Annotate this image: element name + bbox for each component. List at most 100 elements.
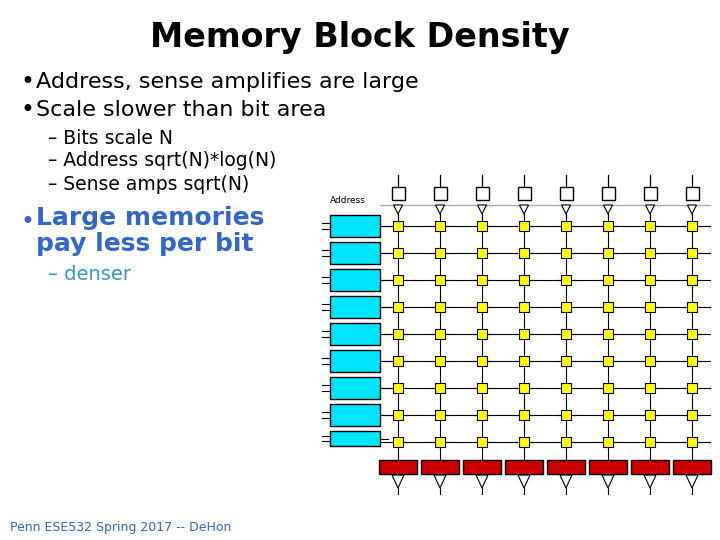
Bar bbox=[645, 248, 655, 258]
Bar bbox=[603, 221, 613, 231]
Bar bbox=[393, 383, 403, 393]
Bar bbox=[435, 437, 445, 447]
Bar bbox=[559, 187, 572, 200]
Bar bbox=[435, 302, 445, 312]
Polygon shape bbox=[688, 205, 696, 214]
Bar bbox=[435, 275, 445, 285]
Bar bbox=[477, 248, 487, 258]
Bar bbox=[685, 187, 698, 200]
Bar bbox=[645, 221, 655, 231]
Bar bbox=[475, 187, 488, 200]
Bar bbox=[477, 302, 487, 312]
Bar bbox=[603, 248, 613, 258]
Bar bbox=[603, 275, 613, 285]
Bar bbox=[645, 383, 655, 393]
Bar bbox=[421, 460, 459, 474]
Bar bbox=[435, 329, 445, 339]
Bar bbox=[645, 302, 655, 312]
Bar bbox=[687, 248, 697, 258]
Bar bbox=[393, 221, 403, 231]
Polygon shape bbox=[520, 205, 528, 214]
Bar bbox=[477, 410, 487, 420]
Bar bbox=[519, 221, 529, 231]
Text: Sense: Sense bbox=[427, 462, 453, 471]
Bar bbox=[687, 275, 697, 285]
Bar bbox=[477, 275, 487, 285]
Bar bbox=[519, 410, 529, 420]
Bar bbox=[433, 187, 446, 200]
Bar bbox=[561, 356, 571, 366]
Bar bbox=[603, 329, 613, 339]
Bar bbox=[645, 437, 655, 447]
Text: Sense: Sense bbox=[637, 462, 663, 471]
Bar bbox=[687, 356, 697, 366]
Bar bbox=[505, 460, 543, 474]
Polygon shape bbox=[562, 205, 570, 214]
Text: – Address sqrt(N)*log(N): – Address sqrt(N)*log(N) bbox=[48, 152, 276, 171]
Bar bbox=[393, 437, 403, 447]
Bar bbox=[547, 460, 585, 474]
Bar bbox=[463, 460, 501, 474]
Text: Sense: Sense bbox=[553, 462, 579, 471]
Bar bbox=[477, 221, 487, 231]
Text: – denser: – denser bbox=[48, 266, 131, 285]
Polygon shape bbox=[603, 205, 613, 214]
Text: pay less per bit: pay less per bit bbox=[36, 232, 253, 256]
Text: – Sense amps sqrt(N): – Sense amps sqrt(N) bbox=[48, 174, 249, 193]
Bar bbox=[330, 350, 380, 372]
Polygon shape bbox=[477, 205, 487, 214]
Bar bbox=[645, 356, 655, 366]
Bar bbox=[393, 356, 403, 366]
Bar bbox=[330, 296, 380, 318]
Bar bbox=[589, 460, 627, 474]
Bar bbox=[477, 437, 487, 447]
Text: Sense: Sense bbox=[385, 462, 411, 471]
Polygon shape bbox=[602, 475, 614, 488]
Text: Sense: Sense bbox=[679, 462, 705, 471]
Polygon shape bbox=[518, 475, 530, 488]
Polygon shape bbox=[394, 205, 402, 214]
Bar bbox=[687, 329, 697, 339]
Bar bbox=[601, 187, 614, 200]
Bar bbox=[603, 437, 613, 447]
Text: Sense: Sense bbox=[595, 462, 621, 471]
Bar bbox=[603, 302, 613, 312]
Bar bbox=[519, 329, 529, 339]
Polygon shape bbox=[434, 475, 446, 488]
Polygon shape bbox=[476, 475, 488, 488]
Text: Sense: Sense bbox=[469, 462, 495, 471]
Bar bbox=[519, 275, 529, 285]
Bar bbox=[687, 221, 697, 231]
Polygon shape bbox=[436, 205, 444, 214]
Text: Penn ESE532 Spring 2017 -- DeHon: Penn ESE532 Spring 2017 -- DeHon bbox=[10, 521, 231, 534]
Polygon shape bbox=[646, 205, 654, 214]
Bar bbox=[603, 410, 613, 420]
Bar bbox=[330, 269, 380, 291]
Bar bbox=[519, 437, 529, 447]
Text: Memory Block Density: Memory Block Density bbox=[150, 22, 570, 55]
Bar bbox=[330, 242, 380, 264]
Bar bbox=[561, 329, 571, 339]
Bar bbox=[477, 383, 487, 393]
Text: •: • bbox=[20, 98, 34, 122]
Bar bbox=[561, 410, 571, 420]
Bar bbox=[519, 356, 529, 366]
Bar bbox=[330, 404, 380, 426]
Bar bbox=[393, 329, 403, 339]
Bar bbox=[379, 460, 417, 474]
Bar bbox=[603, 356, 613, 366]
Bar bbox=[645, 410, 655, 420]
Bar bbox=[435, 410, 445, 420]
Bar bbox=[561, 221, 571, 231]
Bar bbox=[435, 248, 445, 258]
Text: Address, sense amplifies are large: Address, sense amplifies are large bbox=[36, 72, 418, 92]
Bar bbox=[561, 302, 571, 312]
Bar bbox=[330, 215, 380, 237]
Bar bbox=[687, 410, 697, 420]
Bar bbox=[519, 302, 529, 312]
Bar bbox=[519, 383, 529, 393]
Text: Scale slower than bit area: Scale slower than bit area bbox=[36, 100, 326, 120]
Polygon shape bbox=[560, 475, 572, 488]
Bar bbox=[645, 275, 655, 285]
Polygon shape bbox=[644, 475, 656, 488]
